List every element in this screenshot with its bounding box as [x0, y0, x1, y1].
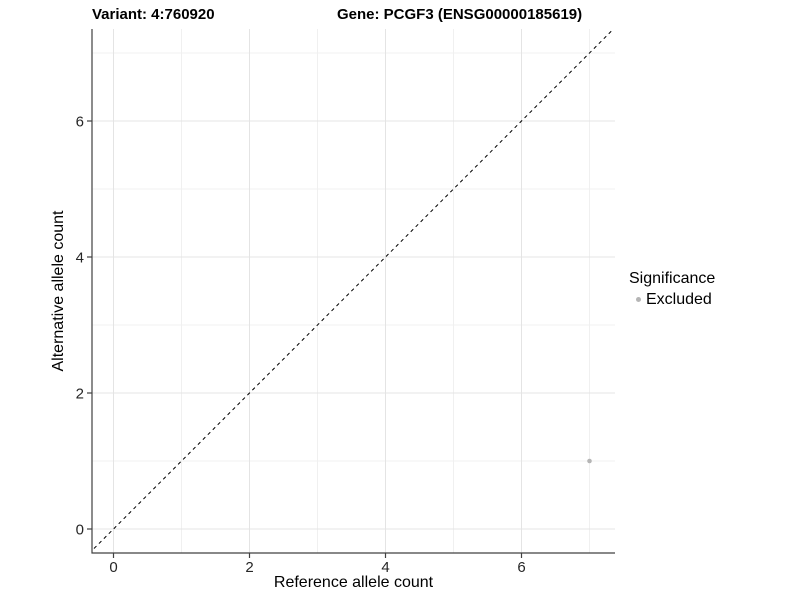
x-tick-label: 0 [109, 559, 117, 576]
y-tick-label: 4 [76, 250, 84, 267]
y-tick-label: 0 [76, 522, 84, 539]
legend: Significance Excluded [629, 269, 715, 309]
legend-item-excluded: Excluded [629, 290, 715, 309]
x-tick-label: 2 [245, 559, 253, 576]
x-axis-title: Reference allele count [273, 574, 434, 591]
x-tick-label: 4 [381, 559, 389, 576]
legend-item-label: Excluded [646, 291, 712, 308]
y-tick-label: 2 [76, 386, 84, 403]
legend-title: Significance [629, 270, 716, 287]
identity-dashed-line [92, 29, 614, 552]
plot-title-gene: Gene: PCGF3 (ENSG00000185619) [337, 6, 583, 23]
y-axis-title: Alternative allele count [50, 210, 67, 372]
x-tick-label: 6 [517, 559, 525, 576]
data-point [587, 458, 592, 464]
plot-title-variant: Variant: 4:760920 [92, 6, 215, 23]
y-tick-label: 6 [76, 114, 84, 131]
excluded-point-swatch-icon [636, 297, 641, 302]
